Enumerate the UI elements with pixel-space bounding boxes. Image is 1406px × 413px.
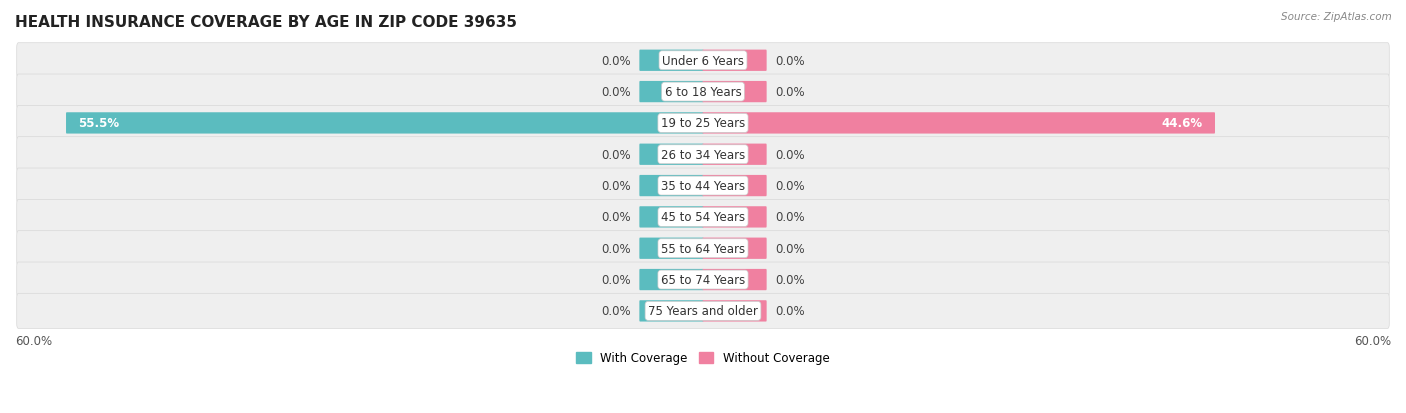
Text: 0.0%: 0.0% [775,148,804,161]
FancyBboxPatch shape [640,207,703,228]
Text: 60.0%: 60.0% [15,335,52,347]
Text: 0.0%: 0.0% [602,148,631,161]
FancyBboxPatch shape [17,200,1389,235]
Text: 0.0%: 0.0% [775,180,804,192]
FancyBboxPatch shape [17,44,1389,78]
Text: 75 Years and older: 75 Years and older [648,305,758,318]
Text: 0.0%: 0.0% [602,305,631,318]
FancyBboxPatch shape [66,113,703,134]
Text: 35 to 44 Years: 35 to 44 Years [661,180,745,192]
FancyBboxPatch shape [17,169,1389,204]
FancyBboxPatch shape [640,176,703,197]
Text: 44.6%: 44.6% [1161,117,1204,130]
FancyBboxPatch shape [703,50,766,72]
FancyBboxPatch shape [17,106,1389,141]
FancyBboxPatch shape [640,301,703,322]
FancyBboxPatch shape [703,238,766,259]
FancyBboxPatch shape [703,301,766,322]
FancyBboxPatch shape [17,231,1389,266]
FancyBboxPatch shape [703,176,766,197]
Text: 0.0%: 0.0% [602,211,631,224]
FancyBboxPatch shape [640,144,703,166]
Text: 65 to 74 Years: 65 to 74 Years [661,273,745,286]
FancyBboxPatch shape [17,75,1389,110]
Legend: With Coverage, Without Coverage: With Coverage, Without Coverage [572,347,834,369]
FancyBboxPatch shape [703,144,766,166]
FancyBboxPatch shape [640,238,703,259]
Text: 45 to 54 Years: 45 to 54 Years [661,211,745,224]
FancyBboxPatch shape [703,269,766,290]
Text: 0.0%: 0.0% [775,242,804,255]
Text: 0.0%: 0.0% [775,86,804,99]
FancyBboxPatch shape [17,262,1389,297]
Text: 0.0%: 0.0% [775,211,804,224]
Text: 19 to 25 Years: 19 to 25 Years [661,117,745,130]
Text: Under 6 Years: Under 6 Years [662,55,744,68]
Text: 0.0%: 0.0% [775,273,804,286]
Text: 55 to 64 Years: 55 to 64 Years [661,242,745,255]
Text: 6 to 18 Years: 6 to 18 Years [665,86,741,99]
Text: HEALTH INSURANCE COVERAGE BY AGE IN ZIP CODE 39635: HEALTH INSURANCE COVERAGE BY AGE IN ZIP … [15,15,517,30]
Text: 0.0%: 0.0% [602,86,631,99]
Text: Source: ZipAtlas.com: Source: ZipAtlas.com [1281,12,1392,22]
FancyBboxPatch shape [640,50,703,72]
Text: 0.0%: 0.0% [775,305,804,318]
FancyBboxPatch shape [17,294,1389,329]
Text: 60.0%: 60.0% [1354,335,1391,347]
FancyBboxPatch shape [703,113,1215,134]
Text: 55.5%: 55.5% [79,117,120,130]
Text: 0.0%: 0.0% [602,273,631,286]
FancyBboxPatch shape [703,207,766,228]
FancyBboxPatch shape [703,82,766,103]
Text: 0.0%: 0.0% [602,55,631,68]
FancyBboxPatch shape [17,138,1389,172]
Text: 0.0%: 0.0% [775,55,804,68]
Text: 0.0%: 0.0% [602,242,631,255]
FancyBboxPatch shape [640,269,703,290]
Text: 0.0%: 0.0% [602,180,631,192]
Text: 26 to 34 Years: 26 to 34 Years [661,148,745,161]
FancyBboxPatch shape [640,82,703,103]
